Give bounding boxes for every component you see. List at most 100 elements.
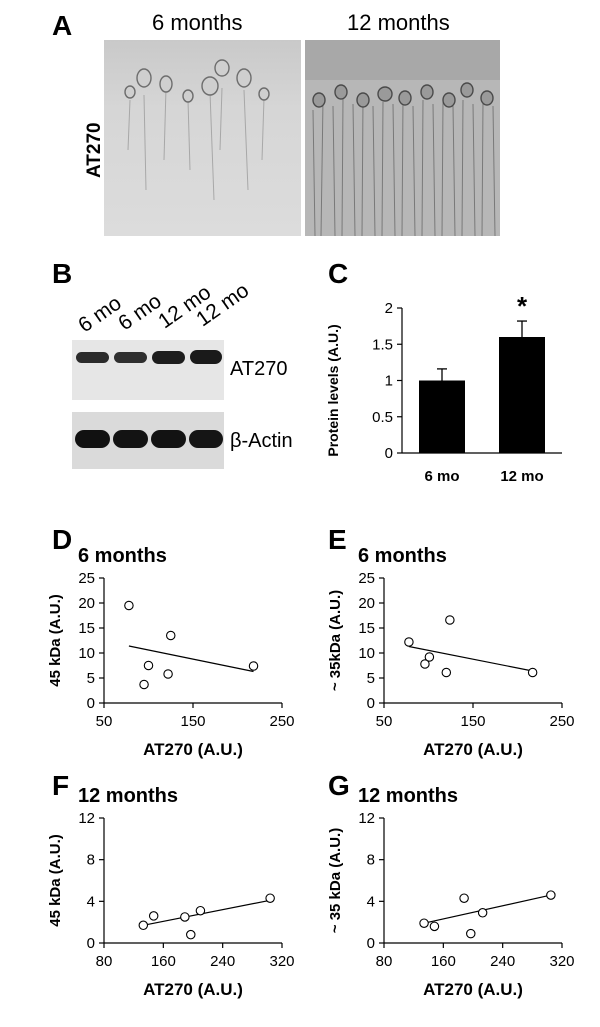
- data-point: [404, 637, 414, 647]
- data-point: [180, 912, 190, 922]
- panel-letter-d: D: [52, 524, 73, 555]
- micrograph-6-months: [104, 40, 301, 236]
- data-point: [163, 669, 173, 679]
- scatter-chart-e: 6 months 0 5 10 15 20 25 50 150 250 AT270 (A.U.) ~ …: [327, 545, 575, 759]
- data-point: [138, 920, 149, 931]
- y-tick-label: 1: [385, 373, 393, 390]
- x-tick-label: 6 mo: [424, 468, 459, 485]
- x-tick-label: 250: [549, 713, 574, 730]
- scatter-chart-g: 12 months 0 4 8 12 80 160 240 320 AT270 (A.U.) ~ 3…: [327, 785, 575, 999]
- y-tick-label: 8: [87, 852, 95, 869]
- bar-chart-protein-levels: 0 0.5 1 1.5 2 6 mo 12 mo * Protein levels (A.U.): [325, 291, 562, 485]
- blot-band: [113, 430, 148, 448]
- chart-title: 12 months: [78, 785, 178, 807]
- trendline: [143, 899, 271, 926]
- data-point: [124, 600, 134, 611]
- data-point: [477, 908, 488, 918]
- micrograph-title-6-months: 6 months: [152, 10, 243, 35]
- y-tick-label: 12: [358, 810, 375, 827]
- bar: [499, 337, 545, 453]
- data-point: [186, 929, 196, 940]
- y-tick-label: 15: [358, 620, 375, 637]
- chart-title: 6 months: [78, 545, 167, 567]
- blot-actin: [72, 412, 224, 469]
- data-point: [419, 918, 429, 928]
- chart-title: 12 months: [358, 785, 458, 807]
- panel-letter-b: B: [52, 258, 73, 289]
- y-tick-label: 5: [87, 670, 95, 687]
- micrograph-title-12-months: 12 months: [347, 10, 450, 35]
- blot-label-at270: AT270: [230, 358, 288, 380]
- blot-band: [151, 430, 186, 448]
- y-tick-label: 20: [358, 595, 375, 612]
- y-axis-label: Protein levels (A.U.): [325, 324, 341, 456]
- scatter-chart-d: 6 months 0 5 10 15 20 25 50 150 250 AT270 (A.U.) 45…: [47, 545, 295, 759]
- panel-letter-g: G: [328, 770, 350, 801]
- blot-band: [114, 352, 147, 363]
- data-point: [420, 659, 430, 669]
- x-tick-label: 50: [376, 713, 393, 730]
- data-point: [527, 667, 538, 678]
- data-point: [424, 652, 435, 662]
- panel-letter-e: E: [328, 524, 347, 555]
- x-tick-label: 80: [376, 953, 393, 970]
- x-tick-label: 240: [490, 953, 515, 970]
- x-tick-label: 160: [431, 953, 456, 970]
- blot-band: [76, 352, 109, 363]
- x-tick-label: 150: [180, 713, 205, 730]
- y-tick-label: 25: [358, 570, 375, 587]
- data-point: [466, 928, 476, 939]
- blot-band: [152, 351, 185, 364]
- micrograph-12-months: [305, 40, 500, 236]
- data-point: [139, 679, 149, 690]
- blot-at270: [72, 340, 224, 400]
- trendline: [423, 894, 552, 924]
- data-point: [195, 905, 206, 916]
- y-axis-label: ~ 35 kDa (A.U.): [327, 828, 344, 933]
- y-tick-label: 4: [87, 893, 95, 910]
- significance-marker: *: [517, 291, 528, 321]
- y-tick-label: 10: [78, 645, 95, 662]
- data-point: [143, 660, 154, 671]
- blot-band: [190, 350, 222, 364]
- data-point: [166, 630, 176, 641]
- x-tick-label: 50: [96, 713, 113, 730]
- x-tick-label: 240: [210, 953, 235, 970]
- y-tick-label: 0: [87, 935, 95, 952]
- panel-letter-a: A: [52, 10, 73, 41]
- y-tick-label: 10: [358, 645, 375, 662]
- x-tick-label: 320: [549, 953, 574, 970]
- micrograph-row-label: AT270: [84, 122, 105, 178]
- x-tick-label: 150: [460, 713, 485, 730]
- x-tick-label: 80: [96, 953, 113, 970]
- data-point: [265, 893, 275, 903]
- y-axis-label: 45 kDa (A.U.): [47, 834, 64, 927]
- trendline: [128, 645, 254, 673]
- x-axis-label: AT270 (A.U.): [143, 980, 243, 999]
- y-tick-label: 12: [78, 810, 95, 827]
- y-tick-label: 5: [367, 670, 375, 687]
- y-tick-label: 1.5: [372, 336, 393, 353]
- y-tick-label: 0.5: [372, 409, 393, 426]
- panel-letter-c: C: [328, 258, 349, 289]
- y-tick-label: 0: [367, 695, 375, 712]
- bar: [419, 380, 465, 453]
- trendline: [408, 645, 533, 672]
- blot-label-actin: β-Actin: [230, 430, 293, 452]
- data-point: [445, 615, 455, 625]
- data-point: [429, 921, 440, 932]
- y-tick-label: 15: [78, 620, 95, 637]
- blot-band: [189, 430, 223, 448]
- y-axis-label: 45 kDa (A.U.): [47, 594, 64, 687]
- blot-band: [75, 430, 110, 448]
- panel-letter-f: F: [52, 770, 70, 801]
- x-tick-label: 250: [269, 713, 294, 730]
- y-tick-label: 2: [385, 300, 393, 317]
- data-point: [248, 661, 259, 671]
- x-axis-label: AT270 (A.U.): [143, 740, 243, 759]
- x-tick-label: 160: [151, 953, 176, 970]
- data-point: [148, 911, 159, 921]
- data-point: [546, 890, 556, 900]
- data-point: [441, 667, 452, 678]
- scatter-chart-f: 12 months 0 4 8 12 80 160 240 320 AT270 (A.U.) 45 …: [47, 785, 295, 999]
